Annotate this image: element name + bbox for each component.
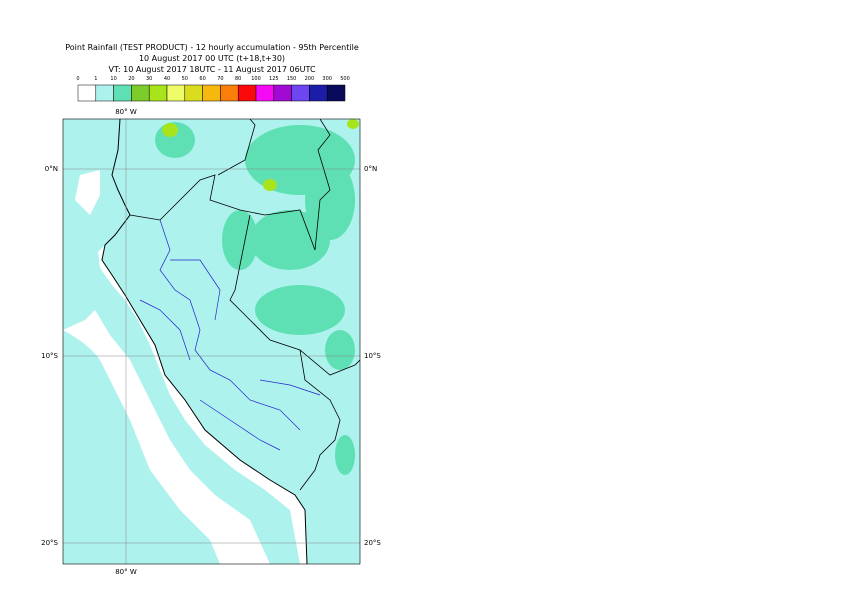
legend-swatch bbox=[273, 84, 292, 102]
graticule bbox=[63, 119, 360, 564]
legend-swatch bbox=[291, 84, 310, 102]
lat-labels: 0°N 0°N 10°S 10°S 20°S 20°S bbox=[41, 165, 381, 547]
legend-swatch bbox=[148, 84, 168, 102]
legend-label: 500 bbox=[340, 76, 350, 82]
legend-label: 150 bbox=[287, 76, 297, 82]
legend-label: 1 bbox=[94, 76, 97, 82]
legend-swatch bbox=[113, 84, 132, 102]
legend-swatch bbox=[202, 84, 221, 102]
lon-label-top: 80° W bbox=[115, 108, 137, 116]
coastline bbox=[101, 119, 308, 564]
legend-label: 10 bbox=[110, 76, 116, 82]
heavy-patches bbox=[162, 119, 359, 191]
lat-label-right: 10°S bbox=[364, 352, 381, 360]
legend-label: 200 bbox=[305, 76, 315, 82]
legend-label: 60 bbox=[199, 76, 205, 82]
legend-label: 30 bbox=[146, 76, 152, 82]
valid-time: VT: 10 August 2017 18UTC - 11 August 201… bbox=[108, 65, 316, 74]
legend-label: 40 bbox=[164, 76, 170, 82]
legend-swatch bbox=[184, 84, 203, 102]
map bbox=[63, 119, 360, 564]
lat-label-right: 20°S bbox=[364, 539, 381, 547]
legend-swatch bbox=[77, 84, 97, 102]
legend-label: 50 bbox=[182, 76, 188, 82]
legend-label: 0 bbox=[76, 76, 79, 82]
legend-label: 300 bbox=[322, 76, 332, 82]
legend-label: 20 bbox=[128, 76, 134, 82]
lat-label-left: 20°S bbox=[41, 539, 58, 547]
rain-patches bbox=[155, 122, 355, 475]
dry-ocean-north bbox=[75, 170, 100, 215]
legend-swatch bbox=[326, 84, 346, 102]
legend-swatch bbox=[309, 84, 328, 102]
lat-label-left: 0°N bbox=[45, 165, 58, 173]
legend-swatch bbox=[131, 84, 150, 102]
title: Point Rainfall (TEST PRODUCT) - 12 hourl… bbox=[65, 43, 359, 52]
legend-swatch bbox=[255, 84, 275, 102]
legend-swatch bbox=[237, 84, 257, 102]
lat-label-right: 0°N bbox=[364, 165, 377, 173]
lat-label-left: 10°S bbox=[41, 352, 58, 360]
dry-coast bbox=[98, 235, 307, 564]
legend-swatch bbox=[95, 84, 114, 102]
lon-label-bottom: 80° W bbox=[115, 568, 137, 576]
legend: 0 1 10 20 30 40 50 60 70 80 100 125 150 200 300 500 bbox=[76, 76, 350, 102]
borders bbox=[129, 119, 360, 491]
legend-label: 100 bbox=[251, 76, 261, 82]
legend-swatch bbox=[166, 84, 186, 102]
legend-swatch bbox=[220, 84, 239, 102]
regions bbox=[139, 219, 321, 451]
map-frame bbox=[62, 118, 361, 565]
legend-label: 80 bbox=[235, 76, 241, 82]
legend-label: 70 bbox=[217, 76, 223, 82]
base-time: 10 August 2017 00 UTC (t+18,t+30) bbox=[139, 54, 285, 63]
legend-label: 125 bbox=[269, 76, 279, 82]
dry-ocean bbox=[63, 310, 270, 564]
